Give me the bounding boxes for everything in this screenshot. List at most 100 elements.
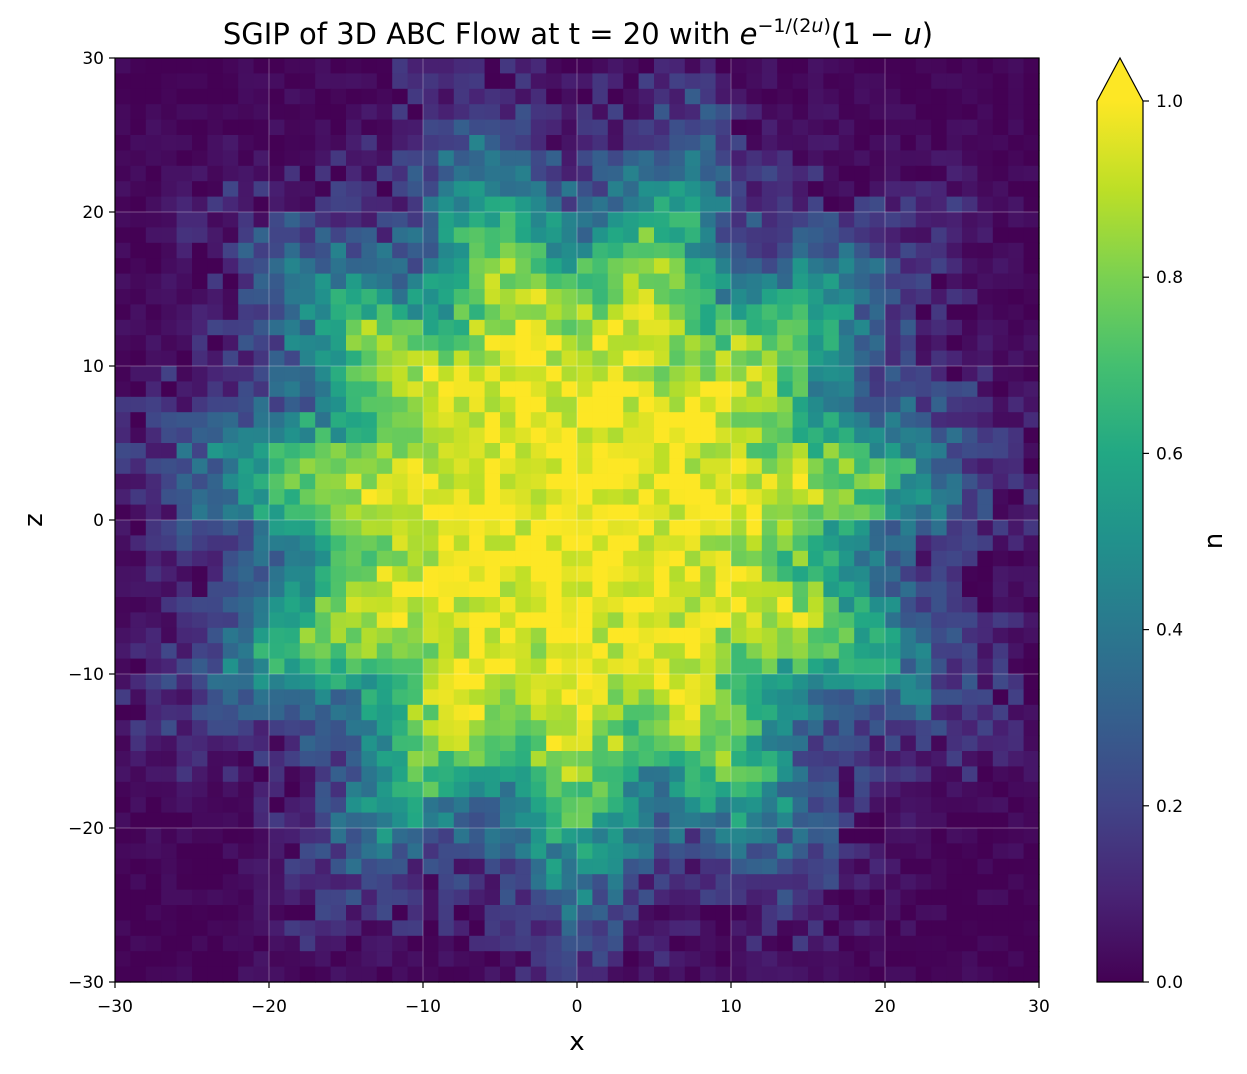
heatmap-cell — [669, 520, 686, 536]
heatmap-cell — [946, 766, 963, 783]
heatmap-cell — [977, 951, 994, 968]
heatmap-cell — [654, 242, 670, 259]
heatmap-cell — [207, 242, 224, 259]
heatmap-cell — [145, 335, 162, 352]
heatmap-cell — [715, 566, 732, 583]
heatmap-cell — [238, 165, 255, 182]
heatmap-cell — [407, 935, 424, 952]
heatmap-cell — [407, 674, 424, 690]
heatmap-cell — [869, 735, 886, 752]
heatmap-cell — [684, 396, 701, 413]
heatmap-cell — [376, 550, 393, 567]
heatmap-cell — [561, 966, 578, 983]
heatmap-cell — [731, 473, 747, 490]
heatmap-cell — [284, 58, 301, 74]
heatmap-cell — [130, 751, 147, 767]
heatmap-cell — [977, 504, 994, 521]
heatmap-cell — [315, 643, 332, 660]
heatmap-cell — [161, 319, 178, 336]
heatmap-cell — [731, 550, 747, 567]
heatmap-cell — [115, 104, 131, 121]
heatmap-cell — [1008, 273, 1025, 290]
heatmap-cell — [946, 704, 963, 721]
heatmap-cell — [854, 427, 871, 444]
heatmap-cell — [238, 489, 255, 506]
heatmap-cell — [192, 581, 208, 598]
heatmap-cell — [638, 889, 655, 906]
heatmap-cell — [900, 858, 917, 875]
heatmap-cell — [915, 920, 932, 937]
heatmap-cell — [761, 458, 778, 475]
heatmap-cell — [145, 196, 162, 213]
heatmap-cell — [654, 504, 670, 521]
heatmap-cell — [946, 751, 963, 767]
heatmap-cell — [777, 304, 794, 321]
heatmap-cell — [469, 658, 486, 675]
heatmap-cell — [407, 443, 424, 459]
heatmap-cell — [561, 735, 578, 752]
heatmap-cell — [808, 812, 824, 829]
heatmap-cell — [838, 597, 855, 613]
heatmap-cell — [145, 350, 162, 367]
heatmap-cell — [792, 212, 809, 228]
heatmap-cell — [823, 843, 840, 860]
heatmap-cell — [330, 581, 347, 598]
heatmap-cell — [176, 735, 193, 752]
heatmap-cell — [130, 104, 147, 121]
x-axis-label: x — [569, 1027, 584, 1057]
heatmap-cell — [900, 88, 917, 105]
heatmap-cell — [269, 920, 285, 937]
heatmap-cell — [946, 366, 963, 382]
heatmap-cell — [253, 905, 270, 921]
heatmap-cell — [669, 828, 686, 844]
heatmap-cell — [469, 874, 486, 891]
heatmap-cell — [238, 735, 255, 752]
heatmap-cell — [438, 935, 455, 952]
heatmap-cell — [623, 242, 640, 259]
heatmap-cell — [515, 135, 532, 151]
heatmap-cell — [222, 119, 239, 136]
heatmap-cell — [115, 535, 131, 552]
heatmap-cell — [546, 212, 563, 228]
heatmap-cell — [731, 874, 747, 891]
heatmap-cell — [838, 304, 855, 321]
heatmap-cell — [869, 504, 886, 521]
heatmap-cell — [607, 227, 624, 244]
heatmap-cell — [207, 751, 224, 767]
heatmap-cell — [992, 935, 1009, 952]
heatmap-cell — [561, 951, 578, 968]
heatmap-cell — [1023, 674, 1040, 690]
heatmap-cell — [731, 227, 747, 244]
heatmap-cell — [992, 412, 1009, 429]
heatmap-cell — [484, 273, 501, 290]
heatmap-cell — [638, 951, 655, 968]
heatmap-cell — [530, 566, 547, 583]
heatmap-cell — [269, 412, 285, 429]
heatmap-cell — [607, 951, 624, 968]
heatmap-cell — [700, 658, 717, 675]
heatmap-cell — [269, 104, 285, 121]
heatmap-cell — [731, 88, 747, 105]
heatmap-cell — [869, 135, 886, 151]
heatmap-cell — [869, 689, 886, 706]
heatmap-cell — [623, 843, 640, 860]
heatmap-cell — [561, 396, 578, 413]
heatmap-cell — [962, 889, 978, 906]
heatmap-cell — [269, 612, 285, 629]
heatmap-cell — [145, 781, 162, 798]
heatmap-cell — [115, 889, 131, 906]
heatmap-cell — [546, 396, 563, 413]
heatmap-cell — [284, 812, 301, 829]
heatmap-cell — [561, 550, 578, 567]
heatmap-cell — [145, 396, 162, 413]
heatmap-cell — [1008, 242, 1025, 259]
heatmap-cell — [546, 612, 563, 629]
heatmap-cell — [715, 535, 732, 552]
heatmap-cell — [438, 196, 455, 213]
heatmap-cell — [623, 566, 640, 583]
heatmap-cell — [577, 212, 593, 228]
heatmap-cell — [392, 242, 409, 259]
heatmap-cell — [823, 735, 840, 752]
heatmap-cell — [130, 396, 147, 413]
heatmap-cell — [854, 258, 871, 275]
